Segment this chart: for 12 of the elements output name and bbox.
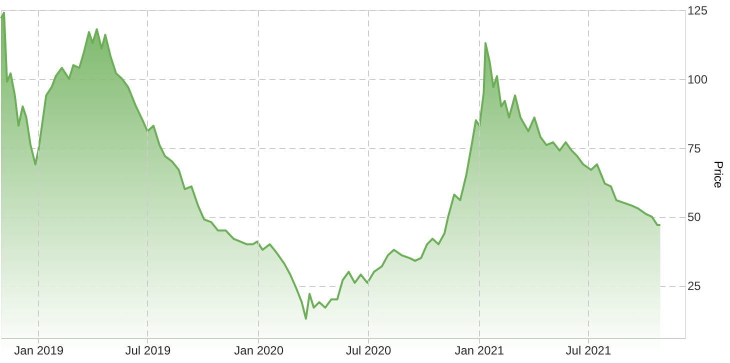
x-tick-label: Jul 2019 <box>125 344 171 358</box>
y-tick-label: 125 <box>688 4 708 18</box>
x-tick-label: Jan 2020 <box>234 344 284 358</box>
x-tick-label: Jul 2021 <box>566 344 612 358</box>
x-tick-label: Jan 2019 <box>14 344 64 358</box>
x-tick-label: Jul 2020 <box>346 344 392 358</box>
y-tick-label: 100 <box>688 72 708 86</box>
x-tick-label: Jan 2021 <box>454 344 504 358</box>
y-tick-label: 75 <box>688 141 702 156</box>
y-tick-label: 25 <box>688 279 702 294</box>
y-axis-title: Price <box>712 160 726 188</box>
y-tick-label: 50 <box>688 210 702 224</box>
